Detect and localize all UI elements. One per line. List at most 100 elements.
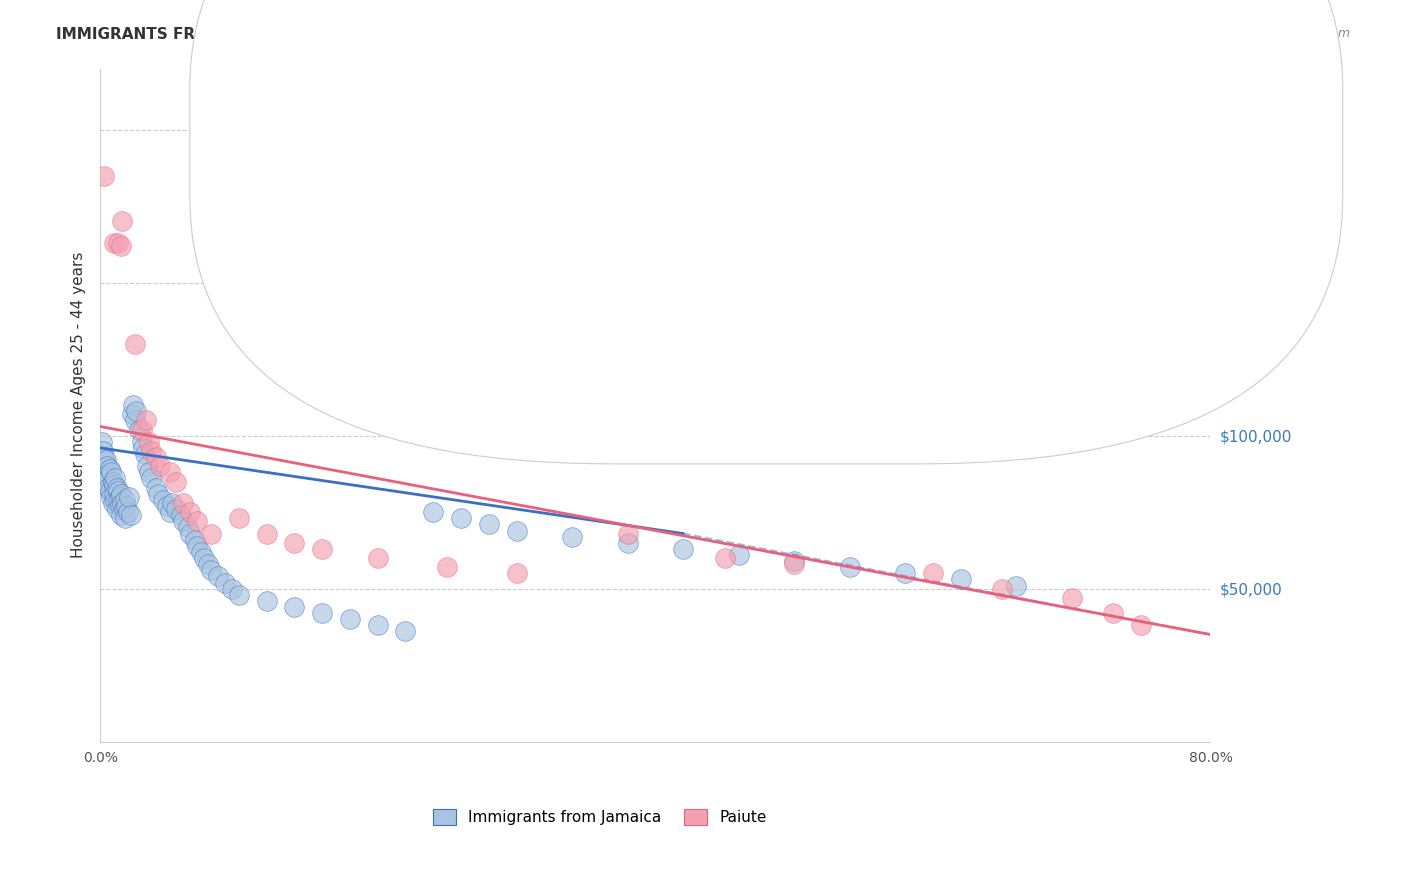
Point bbox=[131, 434, 153, 449]
Point bbox=[214, 575, 236, 590]
Point bbox=[149, 459, 172, 474]
Point bbox=[190, 545, 212, 559]
Point bbox=[159, 466, 181, 480]
Point bbox=[616, 535, 638, 549]
Point bbox=[172, 496, 194, 510]
Point bbox=[713, 551, 735, 566]
Point bbox=[200, 563, 222, 577]
Point bbox=[183, 533, 205, 547]
Point bbox=[124, 413, 146, 427]
Point bbox=[98, 462, 121, 476]
Point bbox=[135, 413, 157, 427]
Point bbox=[108, 490, 131, 504]
Point bbox=[1130, 618, 1153, 632]
Point bbox=[101, 475, 124, 489]
Point bbox=[93, 169, 115, 183]
Point bbox=[125, 404, 148, 418]
Point bbox=[367, 551, 389, 566]
Point bbox=[311, 606, 333, 620]
Point bbox=[110, 487, 132, 501]
Point bbox=[228, 511, 250, 525]
Point bbox=[783, 557, 806, 571]
Point bbox=[103, 477, 125, 491]
Point bbox=[672, 541, 695, 556]
Point bbox=[132, 441, 155, 455]
Point bbox=[94, 453, 117, 467]
Point bbox=[107, 235, 129, 250]
Point bbox=[949, 573, 972, 587]
Point bbox=[128, 423, 150, 437]
Point bbox=[166, 475, 188, 489]
Point bbox=[101, 496, 124, 510]
Point bbox=[145, 450, 167, 464]
Point bbox=[117, 505, 139, 519]
Point bbox=[256, 526, 278, 541]
Point bbox=[96, 468, 118, 483]
Point bbox=[283, 599, 305, 614]
Point bbox=[186, 539, 208, 553]
Point bbox=[311, 541, 333, 556]
Point bbox=[141, 471, 163, 485]
Point bbox=[115, 499, 138, 513]
Point bbox=[159, 505, 181, 519]
Y-axis label: Householder Income Ages 25 - 44 years: Householder Income Ages 25 - 44 years bbox=[72, 252, 86, 558]
Point bbox=[124, 337, 146, 351]
Point bbox=[114, 492, 136, 507]
Text: IMMIGRANTS FROM JAMAICA VS PAIUTE HOUSEHOLDER INCOME AGES 25 - 44 YEARS CORRELAT: IMMIGRANTS FROM JAMAICA VS PAIUTE HOUSEH… bbox=[56, 27, 967, 42]
Point bbox=[394, 624, 416, 639]
Point bbox=[894, 566, 917, 581]
Point bbox=[162, 496, 184, 510]
Point bbox=[107, 492, 129, 507]
Point bbox=[141, 444, 163, 458]
Point bbox=[108, 499, 131, 513]
Point bbox=[121, 407, 143, 421]
Point bbox=[97, 471, 120, 485]
Point bbox=[727, 548, 749, 562]
Point bbox=[256, 594, 278, 608]
Point bbox=[193, 551, 215, 566]
Point bbox=[176, 520, 198, 534]
Point bbox=[179, 526, 201, 541]
Point bbox=[179, 505, 201, 519]
Point bbox=[90, 434, 112, 449]
Point bbox=[96, 459, 118, 474]
Point bbox=[169, 508, 191, 523]
Point bbox=[111, 214, 134, 228]
Point bbox=[367, 618, 389, 632]
Point bbox=[200, 526, 222, 541]
Point bbox=[1060, 591, 1083, 605]
Point bbox=[152, 492, 174, 507]
Point bbox=[97, 481, 120, 495]
Point bbox=[120, 508, 142, 523]
Point bbox=[122, 398, 145, 412]
Point bbox=[103, 235, 125, 250]
Point bbox=[114, 511, 136, 525]
Point bbox=[105, 481, 128, 495]
Point bbox=[93, 450, 115, 464]
Point bbox=[134, 447, 156, 461]
Point bbox=[283, 535, 305, 549]
Point bbox=[221, 582, 243, 596]
Point bbox=[112, 502, 135, 516]
Point bbox=[104, 492, 127, 507]
Point bbox=[186, 514, 208, 528]
Point bbox=[103, 487, 125, 501]
Point bbox=[922, 566, 945, 581]
Point bbox=[172, 514, 194, 528]
Point bbox=[207, 569, 229, 583]
Point bbox=[228, 588, 250, 602]
Point bbox=[156, 499, 179, 513]
Point bbox=[100, 490, 122, 504]
Point bbox=[339, 612, 361, 626]
Point bbox=[118, 490, 141, 504]
Point bbox=[100, 466, 122, 480]
Point bbox=[138, 434, 160, 449]
Point bbox=[1102, 606, 1125, 620]
Point bbox=[94, 475, 117, 489]
Point bbox=[197, 557, 219, 571]
Point bbox=[783, 554, 806, 568]
Point bbox=[450, 511, 472, 525]
Text: Source: ZipAtlas.com: Source: ZipAtlas.com bbox=[1216, 27, 1350, 40]
Point bbox=[166, 502, 188, 516]
Point bbox=[436, 560, 458, 574]
